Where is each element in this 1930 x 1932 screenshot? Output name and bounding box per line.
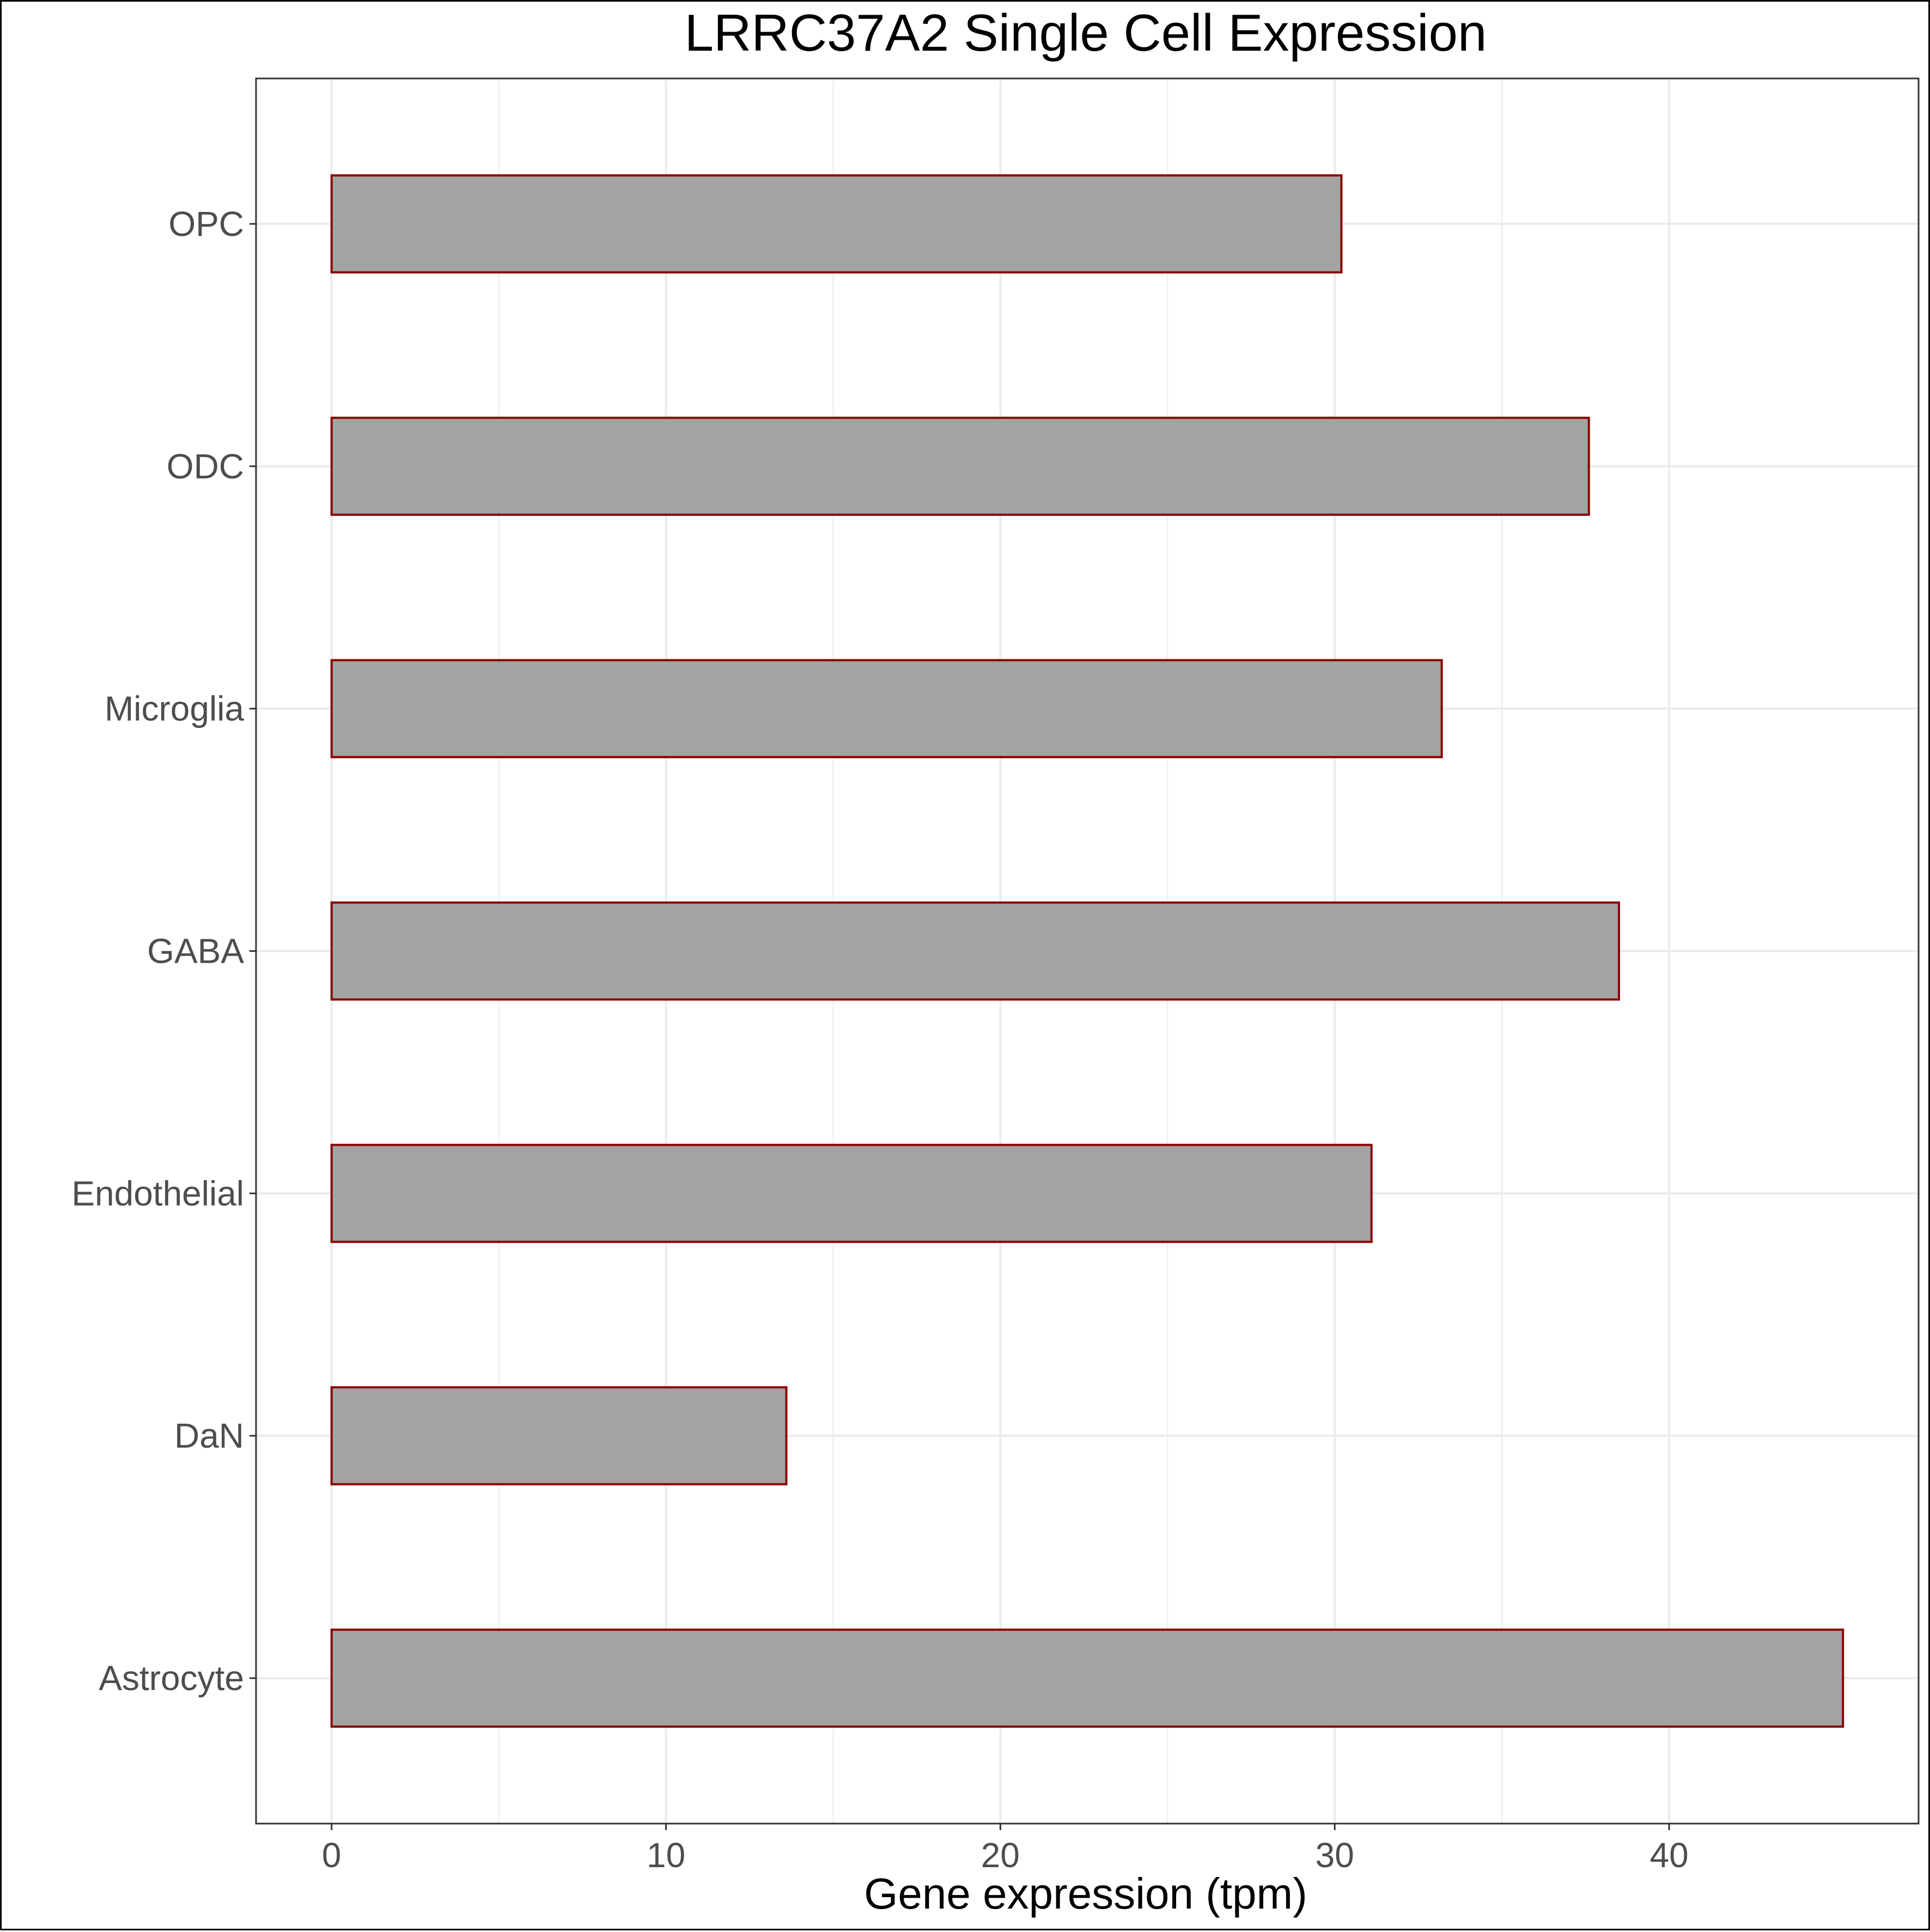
x-tick-label: 20 [981,1836,1020,1875]
bar-gaba [330,901,1621,1001]
bars [330,174,1844,1728]
bar-dan [330,1386,788,1486]
bar-astrocyte [330,1629,1844,1728]
y-tick-label: OPC [168,204,244,244]
bar-microglia [330,659,1443,758]
y-tick-label: ODC [167,447,244,486]
bar-endothelial [330,1144,1373,1243]
chart-title: LRRC37A2 Single Cell Expression [685,4,1487,62]
axes: Astrocyte DaN Endothelial GABA Microglia ODC O… [71,204,1688,1875]
y-tick-label: DaN [174,1416,244,1455]
y-tick-label: Astrocyte [99,1658,244,1698]
y-tick-label: Endothelial [71,1174,244,1213]
x-tick-label: 30 [1316,1836,1354,1875]
x-tick-label: 40 [1649,1836,1688,1875]
y-tick-label: GABA [147,932,244,971]
x-tick-label: 0 [322,1836,342,1875]
bar-odc [330,416,1590,516]
y-tick-label: Microglia [105,689,244,728]
x-tick-label: 10 [647,1836,685,1875]
x-axis-title: Gene expression (tpm) [864,1869,1307,1918]
bar-opc [330,174,1343,274]
